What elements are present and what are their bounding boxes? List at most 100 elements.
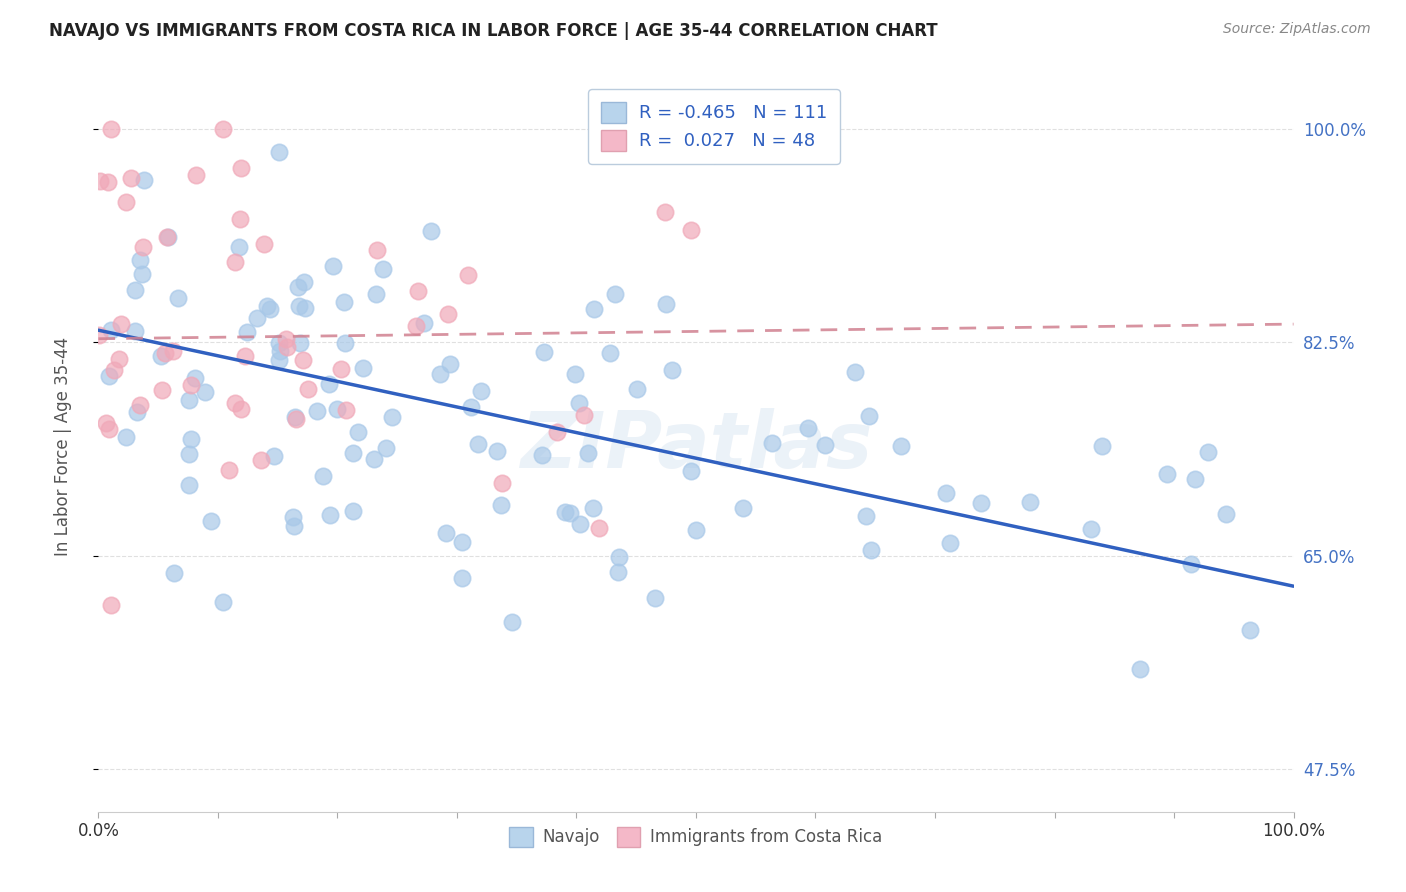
Point (582, 302, 605, 317)
Point (568, 516, 591, 531)
Point (860, 543, 883, 558)
Point (1184, 472, 1206, 486)
Point (457, 268, 479, 283)
Point (1080, 522, 1102, 536)
Point (626, 382, 648, 396)
Point (335, 402, 357, 417)
Point (844, 365, 866, 379)
Point (486, 444, 509, 458)
Point (429, 367, 451, 381)
Point (157, 229, 180, 244)
Point (114, 194, 136, 209)
Point (89, 173, 111, 187)
Point (100, 598, 122, 612)
Point (211, 595, 233, 609)
Point (235, 349, 257, 363)
Text: ZIPatlas: ZIPatlas (520, 408, 872, 484)
Point (153, 346, 176, 360)
Point (297, 382, 319, 396)
Point (150, 384, 173, 398)
Point (330, 361, 353, 376)
Point (124, 325, 146, 339)
Point (97, 369, 120, 384)
Point (184, 371, 207, 385)
Point (283, 519, 305, 533)
Point (363, 452, 385, 467)
Point (163, 566, 186, 581)
Point (655, 297, 678, 311)
Point (124, 283, 146, 297)
Point (412, 316, 434, 330)
Point (96, 416, 118, 430)
Point (467, 436, 489, 450)
Point (530, 448, 553, 462)
Point (285, 412, 308, 426)
Point (131, 267, 153, 281)
Point (318, 377, 340, 392)
Point (184, 168, 207, 182)
Point (605, 286, 627, 301)
Y-axis label: In Labor Force | Age 35-44: In Labor Force | Age 35-44 (53, 336, 72, 556)
Point (256, 300, 278, 314)
Point (564, 367, 586, 381)
Point (889, 439, 911, 453)
Point (294, 301, 316, 315)
Point (607, 549, 630, 564)
Point (253, 237, 276, 252)
Point (114, 430, 136, 444)
Point (501, 615, 523, 630)
Point (681, 464, 703, 478)
Point (761, 436, 783, 450)
Point (269, 145, 291, 159)
Point (259, 301, 281, 316)
Point (405, 319, 427, 334)
Point (814, 438, 837, 452)
Point (292, 353, 315, 368)
Point (325, 402, 347, 417)
Point (200, 514, 222, 528)
Point (733, 501, 755, 516)
Point (87, 328, 110, 343)
Point (661, 362, 683, 376)
Point (450, 534, 472, 549)
Point (312, 468, 335, 483)
Point (307, 403, 329, 417)
Point (166, 291, 188, 305)
Point (100, 323, 122, 337)
Point (194, 385, 217, 400)
Point (322, 259, 344, 273)
Point (292, 275, 315, 289)
Point (371, 262, 394, 277)
Point (180, 432, 202, 446)
Point (858, 409, 880, 424)
Point (290, 335, 312, 350)
Point (267, 335, 290, 350)
Point (588, 521, 610, 535)
Point (406, 284, 429, 298)
Point (381, 410, 404, 425)
Point (108, 352, 131, 367)
Point (287, 280, 309, 294)
Point (644, 591, 666, 606)
Point (180, 378, 202, 392)
Point (224, 396, 246, 410)
Point (229, 161, 252, 176)
Point (1197, 445, 1219, 459)
Point (599, 346, 621, 360)
Point (439, 357, 461, 371)
Point (568, 395, 591, 409)
Point (274, 333, 297, 347)
Point (229, 402, 252, 417)
Point (149, 349, 172, 363)
Point (250, 453, 273, 467)
Point (576, 446, 599, 460)
Point (120, 170, 142, 185)
Point (129, 398, 152, 412)
Point (125, 405, 148, 419)
Point (1239, 623, 1261, 637)
Point (855, 508, 877, 523)
Point (1018, 495, 1040, 509)
Point (342, 446, 364, 460)
Point (1129, 662, 1152, 676)
Point (546, 425, 568, 439)
